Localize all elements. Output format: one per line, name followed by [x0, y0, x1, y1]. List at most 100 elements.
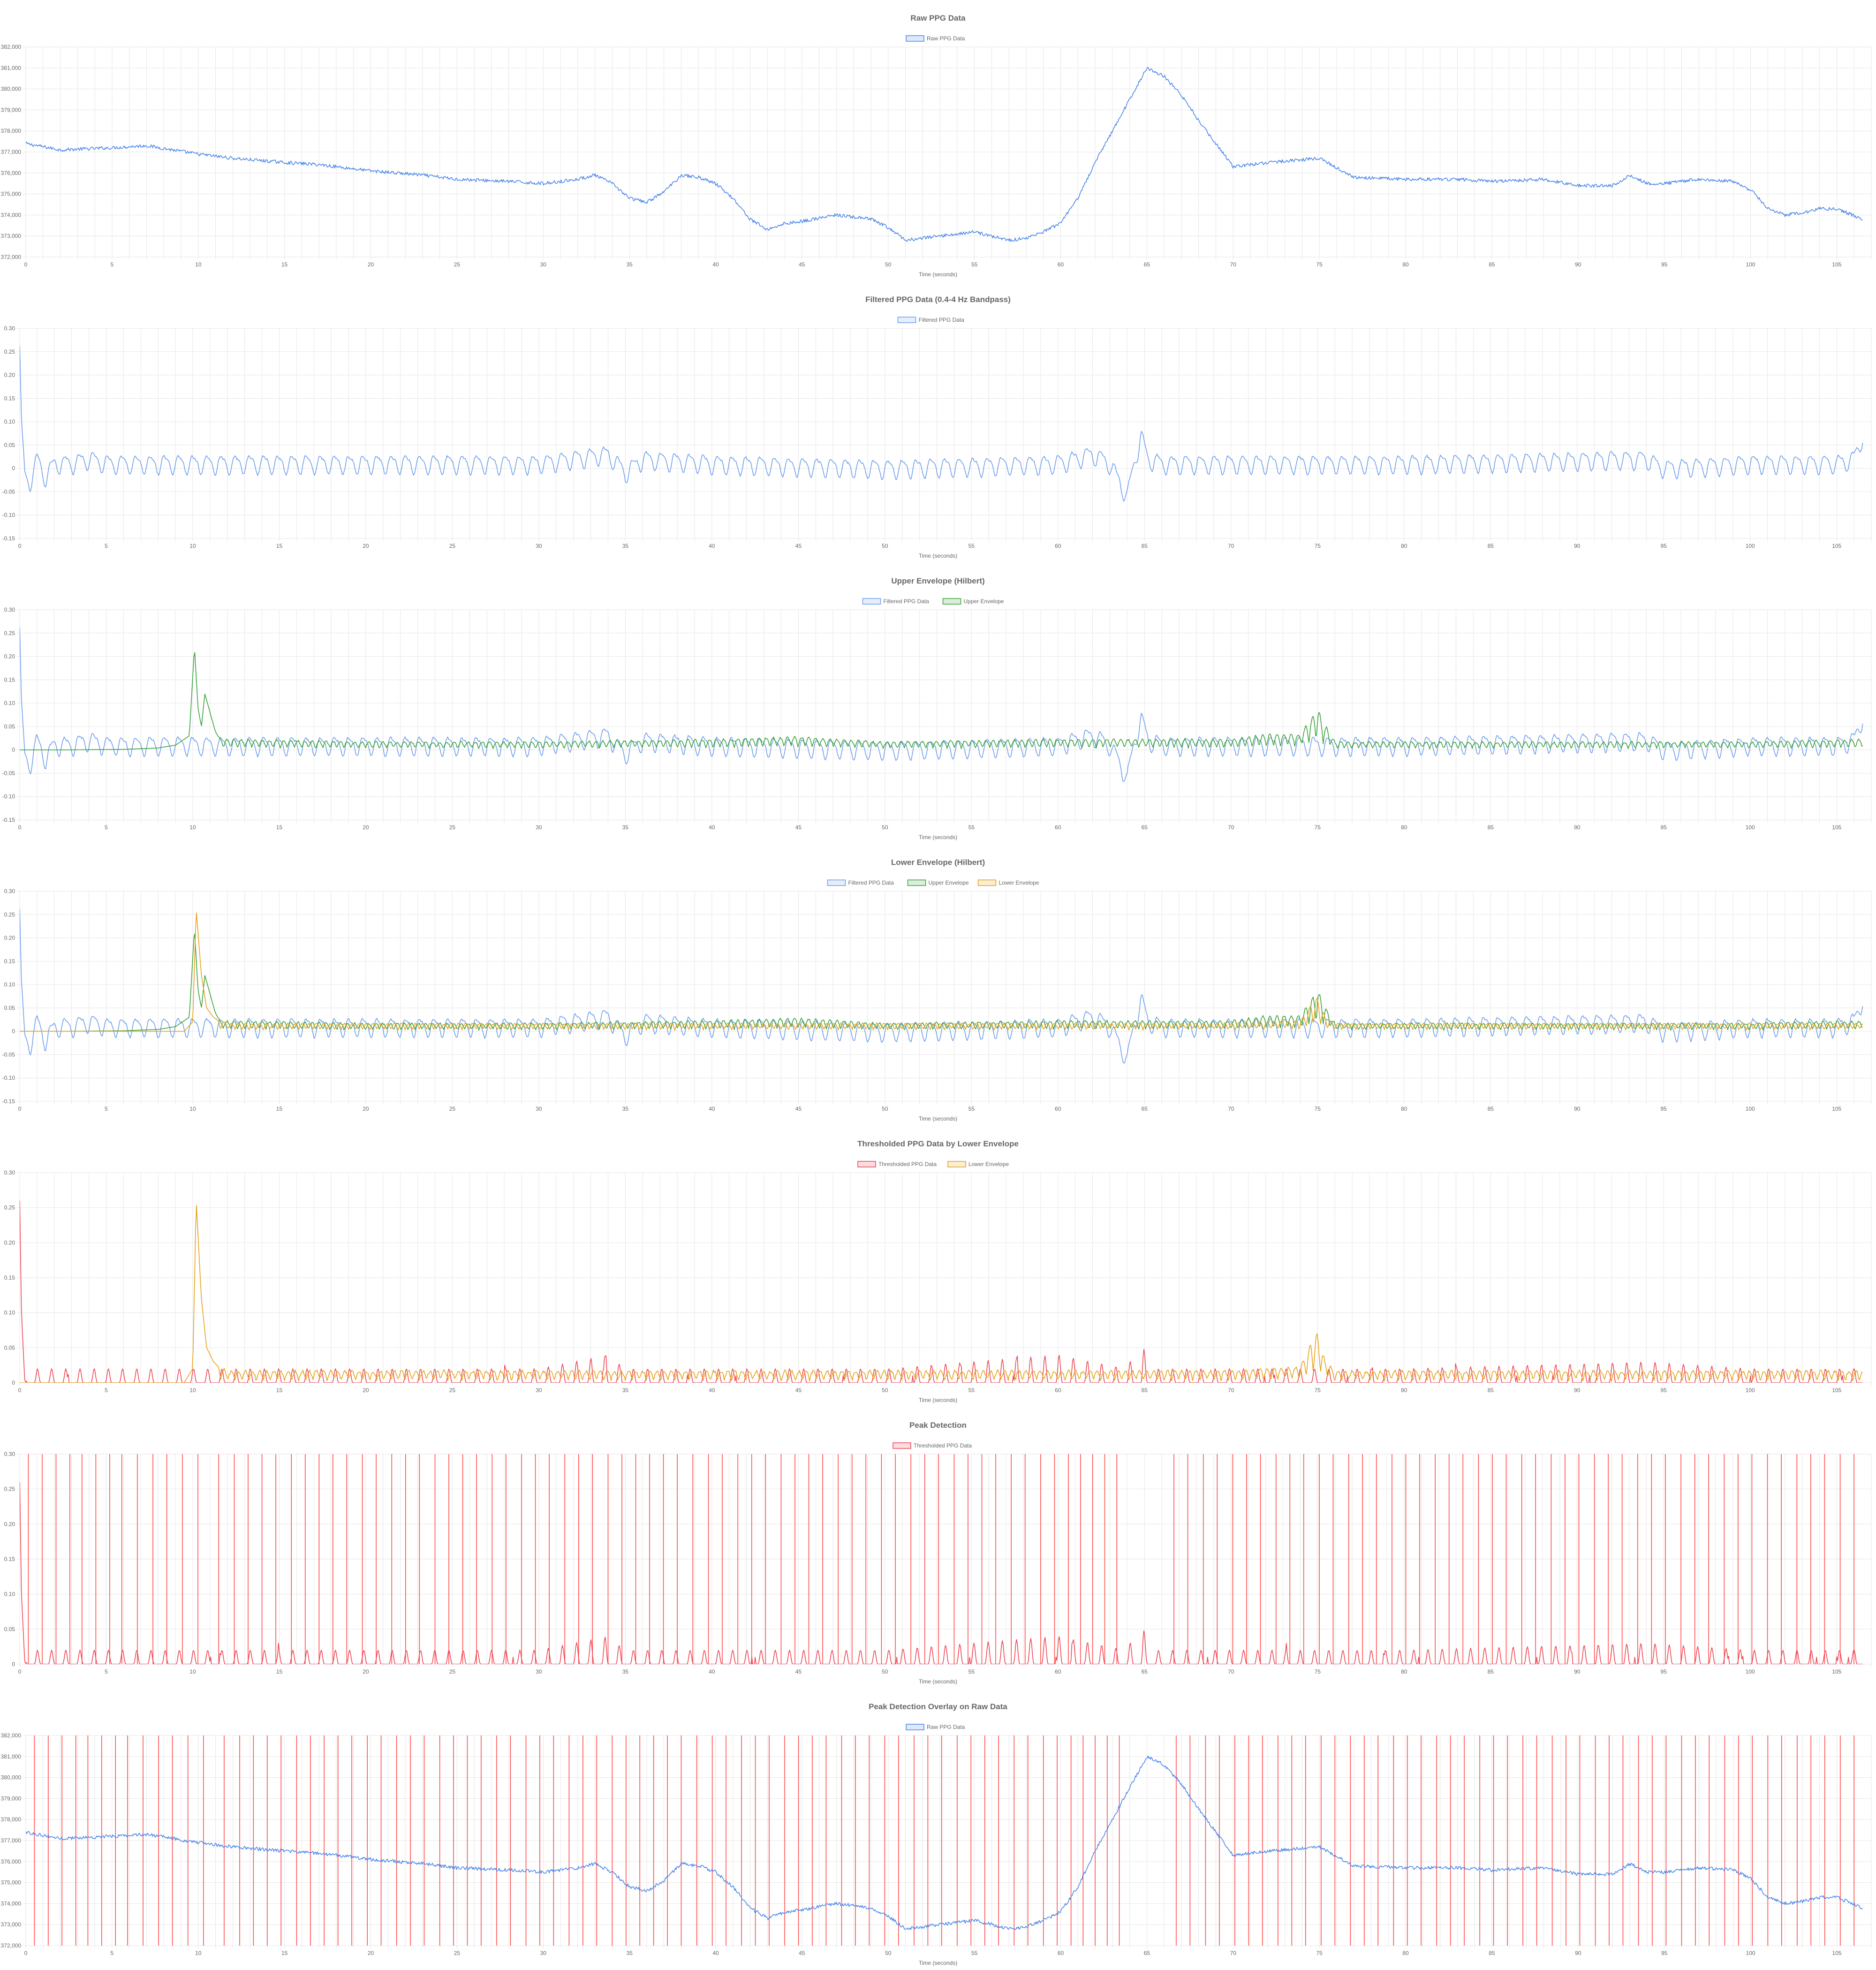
x-tick-label: 95 — [1661, 1668, 1667, 1675]
x-tick-label: 15 — [281, 261, 288, 268]
x-tick-label: 0 — [24, 1950, 28, 1956]
chart-panel-filtered: Filtered PPG Data (0.4-4 Hz Bandpass) Fil… — [0, 281, 1876, 563]
x-tick-label: 30 — [540, 1950, 547, 1956]
legend-item[interactable]: Lower Envelope — [948, 1161, 1009, 1167]
x-tick-label: 50 — [882, 824, 888, 831]
legend-item[interactable]: Upper Envelope — [908, 879, 969, 886]
x-tick-label: 90 — [1574, 824, 1581, 831]
grid — [23, 1735, 1871, 1948]
legend-item[interactable]: Raw PPG Data — [906, 1724, 965, 1730]
y-tick-label: 376,000 — [1, 1858, 22, 1865]
legend-item[interactable]: Upper Envelope — [943, 598, 1004, 605]
x-tick-label: 85 — [1488, 824, 1494, 831]
x-tick-label: 80 — [1401, 1106, 1407, 1112]
y-tick-label: 378,000 — [1, 1816, 22, 1823]
x-tick-label: 95 — [1661, 824, 1667, 831]
x-tick-label: 20 — [368, 261, 374, 268]
x-tick-label: 0 — [18, 1106, 22, 1112]
chart-svg-overlay: Peak Detection Overlay on Raw DataRaw PP… — [0, 1689, 1876, 1970]
x-axis-title: Time (seconds) — [919, 553, 957, 559]
legend-label: Upper Envelope — [929, 879, 969, 886]
y-tick-label: 0.10 — [4, 1591, 15, 1598]
y-tick-label: 0.30 — [4, 1451, 15, 1457]
x-tick-label: 25 — [454, 261, 461, 268]
x-tick-label: 5 — [105, 1668, 108, 1675]
y-tick-label: 381,000 — [1, 65, 22, 71]
x-tick-label: 70 — [1228, 543, 1234, 549]
x-tick-label: 50 — [882, 1387, 888, 1394]
series-line-upper — [20, 934, 1863, 1031]
x-tick-label: 45 — [795, 1387, 802, 1394]
x-tick-label: 50 — [882, 543, 888, 549]
grid — [17, 610, 1871, 823]
x-tick-label: 105 — [1832, 543, 1841, 549]
chart-svg-peaks: Peak Detection Thresholded PPG Data 0 0.05 0… — [0, 1407, 1876, 1689]
x-tick-label: 90 — [1574, 1387, 1581, 1394]
x-tick-label: 20 — [368, 1950, 374, 1956]
x-tick-label: 85 — [1489, 261, 1495, 268]
legend-item[interactable]: Lower Envelope — [978, 879, 1039, 886]
y-tick-label: 0.15 — [4, 676, 15, 683]
x-tick-label: 80 — [1401, 824, 1407, 831]
x-tick-label: 30 — [536, 824, 542, 831]
y-tick-label: 0.25 — [4, 1486, 15, 1493]
y-tick-label: -0.10 — [2, 793, 15, 800]
legend-item[interactable]: Filtered PPG Data — [828, 879, 894, 886]
x-tick-label: 55 — [968, 543, 975, 549]
x-tick-label: 60 — [1058, 1950, 1064, 1956]
chart-title: Upper Envelope (Hilbert) — [891, 576, 984, 585]
x-axis-title: Time (seconds) — [919, 1397, 957, 1403]
x-tick-label: 5 — [105, 1387, 108, 1394]
chart-panel-overlay: Peak Detection Overlay on Raw Data Raw PP… — [0, 1689, 1876, 1970]
x-tick-label: 100 — [1746, 261, 1755, 268]
legend-swatch — [906, 36, 924, 41]
y-tick-label: 0.15 — [4, 1556, 15, 1562]
x-tick-label: 5 — [111, 261, 114, 268]
x-tick-label: 10 — [189, 1106, 196, 1112]
x-tick-label: 10 — [195, 1950, 202, 1956]
y-tick-label: -0.05 — [2, 488, 15, 495]
x-tick-label: 105 — [1832, 1106, 1841, 1112]
grid — [17, 1173, 1871, 1386]
y-tick-label: 373,000 — [1, 1921, 22, 1928]
y-tick-label: 0.30 — [4, 325, 15, 332]
x-tick-label: 20 — [363, 1668, 369, 1675]
legend-item[interactable]: Raw PPG Data — [906, 35, 965, 42]
legend-label: Lower Envelope — [999, 879, 1039, 886]
x-tick-label: 65 — [1142, 1387, 1148, 1394]
x-tick-label: 40 — [709, 1106, 715, 1112]
x-tick-label: 75 — [1315, 824, 1321, 831]
x-tick-label: 40 — [709, 543, 715, 549]
y-tick-label: 372,000 — [1, 1942, 22, 1949]
y-tick-label: 381,000 — [1, 1753, 22, 1760]
x-tick-label: 90 — [1574, 543, 1581, 549]
x-tick-label: 100 — [1746, 824, 1755, 831]
x-tick-label: 10 — [189, 543, 196, 549]
x-tick-label: 0 — [18, 543, 22, 549]
x-tick-label: 55 — [971, 261, 978, 268]
y-tick-label: 0.10 — [4, 700, 15, 706]
y-tick-label: 379,000 — [1, 106, 22, 113]
x-tick-label: 80 — [1402, 1950, 1409, 1956]
legend-label: Filtered PPG Data — [919, 317, 965, 323]
y-tick-label: 374,000 — [1, 212, 22, 218]
x-tick-label: 65 — [1142, 1106, 1148, 1112]
legend-item[interactable]: Filtered PPG Data — [863, 598, 930, 605]
chart-title: Filtered PPG Data (0.4-4 Hz Bandpass) — [865, 295, 1011, 304]
x-tick-label: 35 — [622, 543, 629, 549]
legend-item[interactable]: Filtered PPG Data — [898, 317, 965, 323]
x-tick-label: 35 — [622, 1106, 629, 1112]
y-tick-label: 0.10 — [4, 1310, 15, 1316]
x-tick-label: 25 — [449, 1387, 456, 1394]
y-tick-label: 377,000 — [1, 149, 22, 155]
x-tick-label: 25 — [449, 1668, 456, 1675]
x-tick-label: 105 — [1832, 1950, 1841, 1956]
legend-item[interactable]: Thresholded PPG Data — [893, 1442, 972, 1449]
x-tick-label: 30 — [540, 261, 547, 268]
x-tick-label: 105 — [1832, 824, 1841, 831]
x-tick-label: 20 — [363, 824, 369, 831]
y-tick-label: 0.30 — [4, 1169, 15, 1176]
x-tick-label: 50 — [885, 261, 892, 268]
legend-item[interactable]: Thresholded PPG Data — [858, 1161, 937, 1167]
x-tick-label: 40 — [709, 824, 715, 831]
